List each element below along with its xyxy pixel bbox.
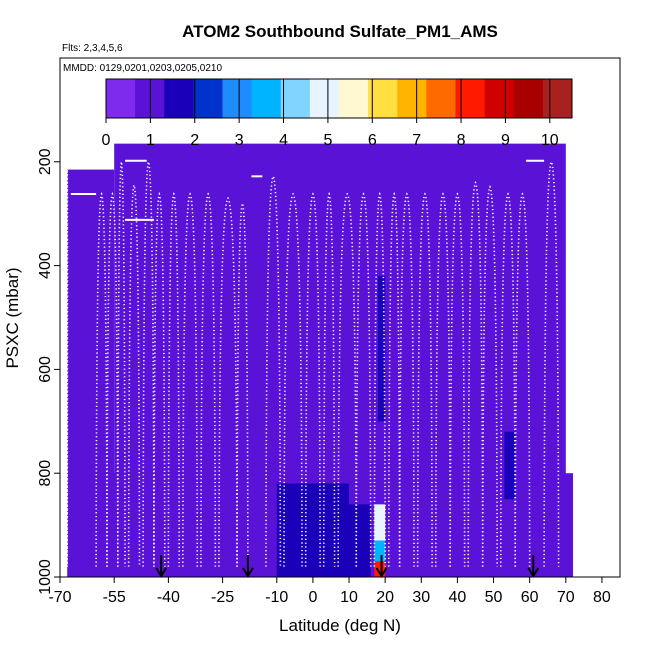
colorbar-swatch: [542, 79, 573, 118]
flight-profile: [398, 192, 415, 567]
x-tick-label: 70: [557, 589, 575, 606]
colorbar-swatch: [280, 79, 311, 118]
colorbar-swatch: [222, 79, 253, 118]
colorbar-swatch: [426, 79, 456, 118]
x-axis-label: Latitude (deg N): [279, 616, 401, 635]
flight-profile: [337, 192, 358, 567]
heatmap-cell: [504, 431, 516, 500]
y-tick-label: 1000: [37, 559, 54, 595]
y-axis-label: PSXC (mbar): [3, 267, 22, 368]
flight-profile: [200, 192, 217, 567]
flight-profile: [373, 192, 386, 567]
flight-profile: [387, 192, 401, 567]
colorbar-tick-label: 3: [235, 132, 244, 149]
x-tick-label: -40: [157, 589, 180, 606]
colorbar-tick-label: 9: [501, 132, 510, 149]
flight-profile: [127, 183, 141, 567]
flight-profile: [167, 192, 181, 567]
colorbar-swatch: [339, 79, 369, 118]
flight-profile: [304, 192, 321, 567]
x-tick-label: 80: [593, 589, 611, 606]
flight-profile: [283, 192, 303, 567]
x-tick-label: -10: [265, 589, 288, 606]
flight-profile: [514, 192, 531, 567]
colorbar-tick-label: 8: [457, 132, 466, 149]
y-tick-label: 400: [37, 252, 54, 279]
flight-profile: [265, 174, 282, 567]
x-tick-label: -55: [103, 589, 126, 606]
plot-area: [59, 57, 621, 578]
colorbar: 0 1 2 3 4 5 6 7 8 9 10: [102, 78, 573, 149]
colorbar-swatch: [164, 79, 194, 118]
colorbar-tick-label: 10: [541, 132, 559, 149]
x-tick-label: -25: [211, 589, 234, 606]
flight-profile: [218, 196, 238, 567]
colorbar-swatch: [513, 79, 544, 118]
dates-note: MMDD: 0129,0201,0203,0205,0210: [63, 63, 222, 74]
flight-profile: [434, 192, 451, 567]
colorbar-swatch: [193, 79, 223, 118]
flight-profile: [322, 192, 336, 567]
colorbar-swatch: [251, 79, 282, 118]
y-tick-label: 600: [37, 356, 54, 383]
heatmap-cell: [374, 540, 386, 562]
colorbar-swatch: [455, 79, 486, 118]
flight-profile: [449, 192, 466, 567]
flight-profile: [355, 192, 372, 567]
y-tick-label: 800: [37, 460, 54, 487]
colorbar-swatch: [106, 79, 136, 118]
colorbar-swatch: [368, 79, 398, 118]
colorbar-tick-label: 2: [190, 132, 199, 149]
x-tick-label: 50: [485, 589, 503, 606]
colorbar-tick-label: 5: [323, 132, 332, 149]
heatmap-cell: [374, 504, 386, 541]
heatmap-cell: [374, 561, 386, 577]
x-tick-label: 20: [376, 589, 394, 606]
flight-profile: [481, 185, 498, 567]
marker-arrow-head: [155, 567, 168, 578]
heatmap-cell: [349, 504, 371, 577]
flight-profile: [182, 192, 199, 567]
flight-profile: [416, 192, 433, 567]
x-tick-label: -70: [48, 589, 71, 606]
x-axis: -70 -55 -40 -25 -10 0 10 20 30 40 50 60 70 80: [48, 577, 611, 606]
heatmap-cell: [276, 483, 350, 577]
flights-note: Flts: 2,3,4,5,6: [62, 43, 123, 54]
colorbar-tick-label: 0: [102, 132, 111, 149]
y-tick-label: 200: [37, 148, 54, 175]
colorbar-tick-label: 6: [368, 132, 377, 149]
chart-title: ATOM2 Southbound Sulfate_PM1_AMS: [182, 22, 498, 41]
x-tick-label: 30: [412, 589, 430, 606]
colorbar-swatch: [309, 79, 340, 118]
flight-profile: [95, 192, 108, 567]
colorbar-tick-label: 1: [146, 132, 155, 149]
marker-arrow-head: [375, 567, 388, 578]
y-axis: 200 400 600 800 1000: [37, 148, 60, 595]
marker-arrow-head: [242, 567, 254, 578]
colorbar-tick-label: 4: [279, 132, 288, 149]
flight-profile: [499, 192, 517, 567]
flight-profile: [106, 192, 119, 567]
heatmap-cell: [377, 275, 386, 422]
marker-arrow-head: [527, 567, 540, 578]
x-tick-label: 10: [340, 589, 358, 606]
flight-profile: [467, 181, 484, 567]
x-tick-label: 40: [449, 589, 467, 606]
colorbar-tick-label: 7: [412, 132, 421, 149]
colorbar-swatch: [397, 79, 427, 118]
colorbar-swatch: [484, 79, 515, 118]
x-tick-label: 0: [308, 589, 317, 606]
plot-frame: [59, 57, 621, 578]
flight-profile: [153, 192, 166, 567]
x-tick-label: 60: [521, 589, 539, 606]
